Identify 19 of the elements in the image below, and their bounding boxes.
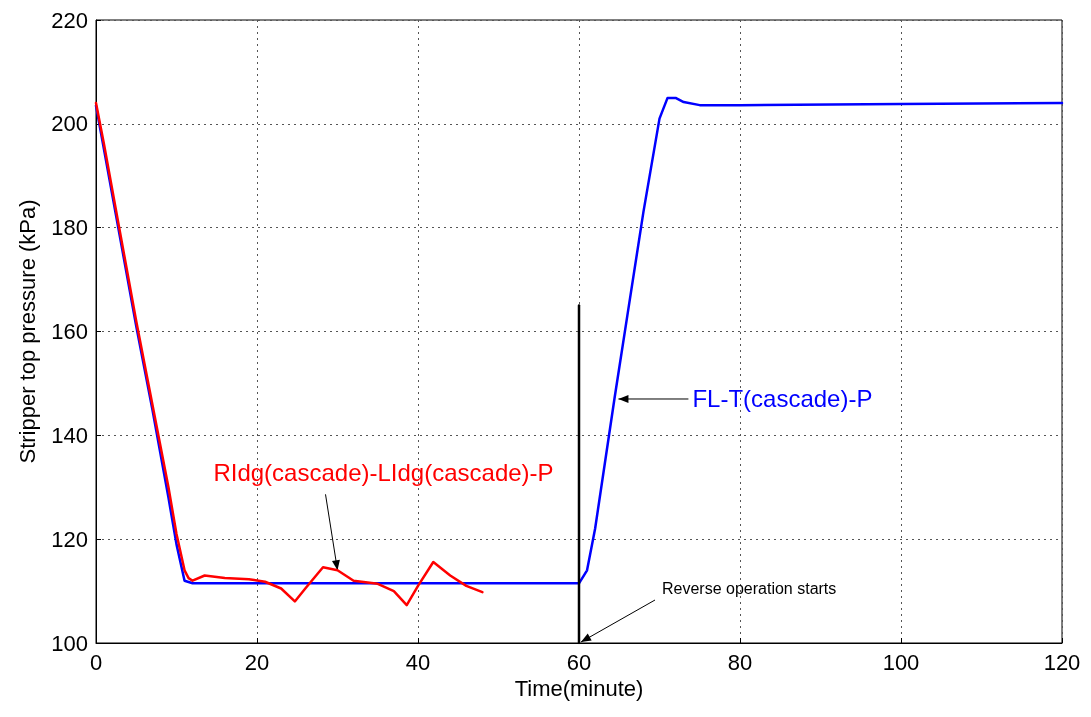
x-tick-label: 20	[244, 649, 270, 675]
x-tick-label: 80	[727, 649, 753, 675]
y-tick-label: 100	[51, 630, 88, 656]
x-axis-title: Time(minute)	[514, 676, 644, 702]
x-tick-label: 120	[1043, 649, 1081, 675]
y-tick-label: 180	[51, 215, 88, 241]
y-tick-label: 120	[51, 526, 88, 552]
series-label: RIdg(cascade)-LIdg(cascade)-P	[213, 458, 554, 486]
y-axis-title: Stripper top pressure (kPa)	[14, 199, 40, 464]
y-tick-label: 140	[51, 422, 88, 448]
y-tick-label: 160	[51, 319, 88, 344]
y-tick-label: 220	[51, 7, 88, 33]
x-tick-label: 0	[89, 649, 103, 675]
x-tick-label: 40	[405, 649, 431, 675]
x-tick-label: 100	[882, 649, 920, 675]
annotation: Reverse operation starts	[662, 579, 837, 597]
text: FL-T(cascade)-P	[692, 385, 873, 413]
x-tick-label: 60	[566, 649, 592, 675]
y-tick-label: 200	[51, 111, 88, 137]
